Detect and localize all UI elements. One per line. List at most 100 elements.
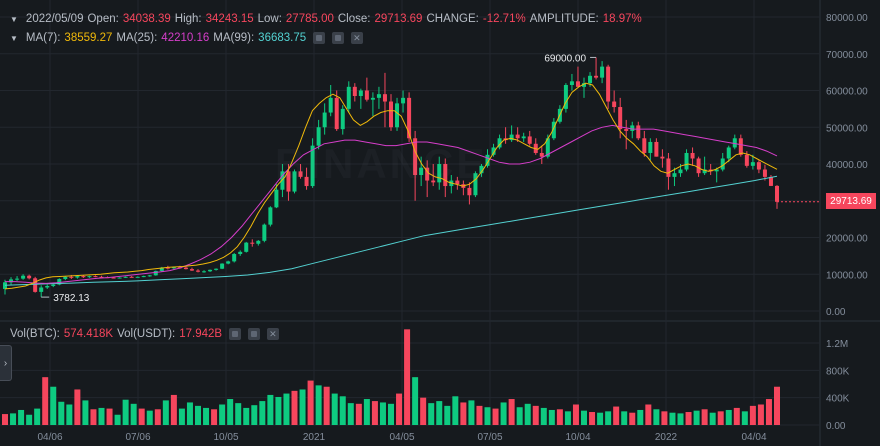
volume-bar: [765, 399, 772, 425]
candle-body: [214, 268, 219, 270]
collapse-triangle-icon[interactable]: ▼: [10, 33, 18, 43]
open-label: Open:: [87, 13, 119, 25]
y-tick-label: 20000.00: [826, 234, 868, 245]
candle-body: [159, 267, 164, 271]
low-label: Low:: [257, 13, 282, 25]
volume-bar: [613, 406, 620, 425]
collapse-triangle-icon[interactable]: ▼: [10, 14, 18, 24]
candle-body: [491, 147, 496, 155]
y-tick-label: 80000.00: [826, 13, 868, 24]
volume-bar: [195, 405, 201, 425]
candle-body: [467, 187, 472, 196]
volume-bar: [725, 409, 732, 425]
candle-body: [425, 167, 430, 181]
close-icon[interactable]: [267, 328, 280, 340]
volume-bar: [629, 412, 636, 425]
candle-body: [286, 171, 291, 192]
x-tick-label: 10/04: [565, 432, 590, 443]
volume-bar: [444, 405, 451, 425]
candle-body: [292, 171, 297, 192]
candle-body: [744, 154, 749, 166]
candle-body: [63, 276, 68, 280]
volume-bar: [114, 414, 121, 425]
candle-body: [588, 75, 593, 84]
candle-body: [304, 176, 309, 187]
volume-tick-label: 1.2M: [826, 339, 848, 350]
volume-bar: [661, 411, 668, 425]
volume-bar: [404, 329, 411, 425]
candle-body: [123, 276, 128, 278]
settings-icon[interactable]: [332, 32, 345, 44]
volume-bar: [259, 401, 266, 425]
candle-body: [539, 152, 544, 157]
candle-body: [280, 171, 285, 190]
candle-body: [600, 66, 605, 78]
candle-body: [117, 277, 122, 279]
candle-body: [15, 278, 20, 280]
candle-body: [756, 162, 761, 170]
volume-bar: [363, 399, 370, 425]
candle-body: [153, 270, 158, 276]
low-annotation-label: 3782.13: [53, 293, 90, 304]
volume-bar: [516, 407, 523, 425]
candle-body: [274, 189, 279, 208]
candle-body: [431, 180, 436, 183]
candle-body: [27, 275, 32, 279]
candle-body: [575, 81, 580, 87]
candle-body: [690, 152, 695, 159]
volume-bar: [757, 404, 764, 425]
candle-body: [696, 158, 701, 174]
ma99-line: [4, 175, 778, 286]
candle-body: [376, 94, 381, 98]
candle-body: [678, 169, 683, 174]
ma25-value: 42210.16: [161, 32, 210, 44]
volume-bar: [291, 390, 298, 425]
candle-body: [401, 97, 406, 104]
candle-body: [202, 271, 207, 273]
volume-bar: [637, 409, 644, 425]
volume-bar: [307, 380, 314, 425]
ma99-value: 36683.75: [258, 32, 307, 44]
volume-tick-label: 0.00: [826, 421, 846, 432]
candle-body: [111, 277, 116, 279]
volume-bar: [331, 393, 338, 425]
candle-body: [395, 103, 400, 128]
candle-body: [165, 267, 170, 269]
close-icon[interactable]: [351, 32, 364, 44]
volume-bar: [572, 404, 579, 425]
candle-body: [99, 276, 104, 278]
volume-bar: [669, 412, 676, 425]
volume-bar: [186, 402, 193, 425]
volume-bar: [589, 412, 596, 425]
settings-icon[interactable]: [248, 328, 261, 340]
candle-body: [389, 101, 393, 128]
candle-body: [648, 141, 653, 153]
volume-bar: [556, 409, 563, 425]
candle-body: [346, 86, 351, 109]
hide-indicator-icon[interactable]: [229, 328, 242, 340]
hide-indicator-icon[interactable]: [313, 32, 326, 44]
volume-tick-label: 800K: [826, 366, 850, 377]
volume-bar: [170, 394, 177, 425]
volume-bar: [42, 377, 49, 425]
candle-body: [328, 97, 333, 113]
candle-body: [81, 276, 86, 278]
candle-body: [407, 97, 412, 139]
volume-bar: [508, 399, 515, 425]
candle-body: [9, 279, 14, 283]
volume-bar: [412, 377, 419, 425]
candle-body: [322, 112, 327, 128]
volume-bar: [733, 407, 740, 425]
candle-body: [334, 97, 339, 130]
volume-bar: [82, 400, 89, 425]
amplitude-label: AMPLITUDE:: [529, 13, 599, 25]
volume-bar: [379, 402, 386, 425]
candle-body: [624, 129, 629, 131]
candle-body: [497, 138, 502, 148]
candle-body: [684, 152, 689, 170]
volume-bar: [275, 396, 282, 425]
volume-bar: [299, 389, 306, 425]
candle-body: [33, 278, 38, 292]
candle-body: [21, 275, 26, 279]
expand-panel-handle[interactable]: ›: [0, 345, 12, 381]
